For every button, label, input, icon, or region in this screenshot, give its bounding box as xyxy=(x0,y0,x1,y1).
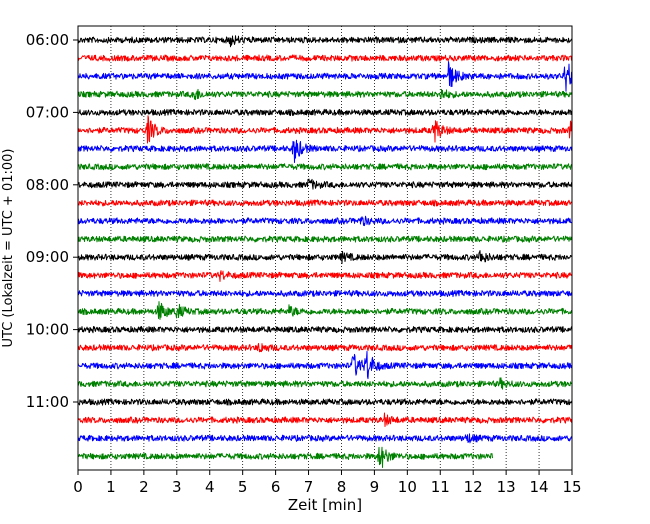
trace-row-1100 xyxy=(77,398,573,406)
x-axis-ticks: 0 1 2 3 4 5 6 7 8 9 10 11 12 13 14 15 xyxy=(73,470,582,496)
y-axis-label: UTC (Lokalzeit = UTC + 01:00) xyxy=(1,149,16,348)
x-tick-label: 1 xyxy=(106,478,116,496)
trace-row-0900 xyxy=(77,250,573,265)
x-tick-label: 13 xyxy=(497,478,516,496)
trace-row-0615 xyxy=(77,54,573,62)
trace-row-0645 xyxy=(77,88,573,101)
trace-row-0630 xyxy=(77,61,573,92)
trace-row-1130 xyxy=(77,433,573,444)
y-tick-label: 07:00 xyxy=(26,103,69,121)
trace-row-1015 xyxy=(77,343,573,353)
x-tick-label: 2 xyxy=(139,478,149,496)
x-tick-label: 0 xyxy=(73,478,83,496)
x-tick-label: 4 xyxy=(205,478,215,496)
trace-row-0845 xyxy=(77,235,573,243)
x-tick-label: 3 xyxy=(172,478,182,496)
trace-row-1115 xyxy=(77,412,573,428)
plot-frame xyxy=(77,25,573,471)
x-tick-label: 8 xyxy=(337,478,347,496)
y-tick-label: 11:00 xyxy=(26,393,69,411)
x-tick-label: 7 xyxy=(304,478,314,496)
x-tick-label: 15 xyxy=(562,478,581,496)
y-tick-label: 09:00 xyxy=(26,248,69,266)
trace-row-0745 xyxy=(77,163,573,171)
trace-row-0700 xyxy=(77,108,573,117)
y-tick-label: 08:00 xyxy=(26,176,69,194)
x-tick-label: 5 xyxy=(238,478,248,496)
trace-layer xyxy=(77,35,573,468)
trace-row-0730 xyxy=(77,139,573,164)
trace-row-1045 xyxy=(77,377,573,390)
trace-row-0600 xyxy=(77,35,573,48)
trace-row-1145 xyxy=(77,446,493,468)
trace-row-0800 xyxy=(77,178,573,190)
y-tick-label: 06:00 xyxy=(26,31,69,49)
trace-row-0930 xyxy=(77,289,573,298)
x-tick-label: 11 xyxy=(431,478,450,496)
x-tick-label: 9 xyxy=(370,478,380,496)
x-tick-label: 12 xyxy=(464,478,483,496)
trace-row-0815 xyxy=(77,199,573,207)
trace-row-0945 xyxy=(77,301,573,320)
x-tick-label: 6 xyxy=(271,478,281,496)
grid-layer xyxy=(110,26,540,470)
trace-row-0915 xyxy=(77,270,573,282)
x-axis-label: Zeit [min] xyxy=(288,496,362,514)
y-axis-ticks: 06:00 07:00 08:00 09:00 10:00 11:00 xyxy=(26,31,78,411)
trace-row-1000 xyxy=(77,325,573,334)
trace-row-0830 xyxy=(77,215,573,227)
x-tick-label: 10 xyxy=(398,478,417,496)
y-tick-label: 10:00 xyxy=(26,321,69,339)
x-tick-label: 14 xyxy=(530,478,549,496)
trace-row-1030 xyxy=(77,350,573,380)
trace-row-0715 xyxy=(77,115,573,144)
